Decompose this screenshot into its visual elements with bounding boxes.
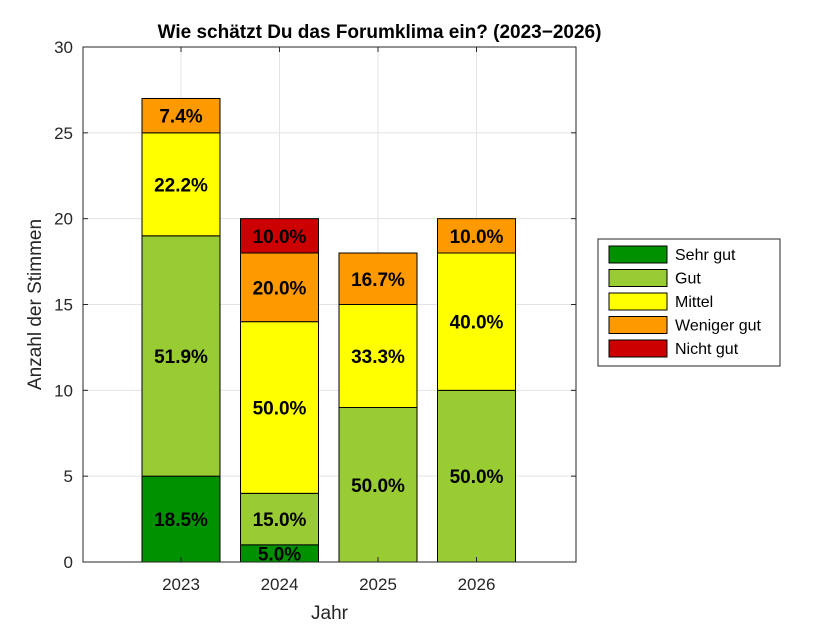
y-tick-label: 5 (64, 467, 73, 486)
data-label: 20.0% (253, 278, 307, 299)
chart-title: Wie schätzt Du das Forumklima ein? (2023… (158, 22, 602, 43)
x-tick-label: 2025 (359, 575, 397, 594)
bar-segment (338, 407, 418, 563)
bar-segment (338, 252, 418, 305)
x-tick-label: 2023 (162, 575, 200, 594)
data-label: 22.2% (154, 175, 208, 196)
bar-segment (437, 218, 516, 254)
legend-swatch (608, 269, 668, 287)
data-label: 50.0% (253, 399, 307, 420)
y-tick-label: 25 (54, 124, 73, 143)
bar-segment (240, 321, 319, 494)
data-label: 18.5% (154, 510, 208, 531)
data-label: 50.0% (450, 467, 504, 488)
data-label: 50.0% (351, 476, 405, 497)
y-tick-label: 10 (54, 381, 73, 400)
data-label: 5.0% (258, 544, 301, 565)
legend-entry: Nicht gut (675, 341, 739, 358)
data-label: 40.0% (450, 313, 504, 334)
legend-entry: Mittel (675, 294, 713, 311)
y-tick-label: 0 (64, 553, 73, 572)
legend-entry: Gut (675, 271, 701, 288)
bar-segment (240, 492, 319, 546)
x-tick-label: 2026 (458, 575, 496, 594)
bar-segment (338, 304, 418, 408)
data-label: 16.7% (351, 270, 405, 291)
data-label: 15.0% (253, 510, 307, 531)
legend: Sehr gut Gut Mittel Weniger gut Nicht gut (597, 238, 781, 367)
data-label: 7.4% (159, 107, 202, 128)
bar-segment (141, 98, 221, 134)
bar-segment (240, 252, 319, 323)
bar-segment (437, 252, 516, 391)
bar-segment (141, 475, 221, 563)
legend-swatch (608, 292, 668, 311)
data-label: 10.0% (450, 227, 504, 248)
y-tick-label: 30 (54, 38, 73, 57)
data-label: 10.0% (253, 227, 307, 248)
legend-swatch (608, 245, 668, 264)
data-label: 51.9% (154, 347, 208, 368)
bar-segment (141, 132, 221, 237)
bar-segment (141, 235, 221, 477)
legend-swatch (608, 316, 668, 334)
data-label: 33.3% (351, 347, 405, 368)
bars: 18.5% 51.9% 22.2% 7.4% 5.0% 15.0% 50.0% 20.0% 10… (141, 98, 516, 565)
bar-segment (437, 389, 516, 563)
y-tick-label: 20 (54, 210, 73, 229)
x-axis-label: Jahr (311, 603, 349, 624)
y-tick-label: 15 (54, 296, 73, 315)
legend-entry: Sehr gut (675, 247, 736, 264)
y-axis-label: Anzahl der Stimmen (25, 219, 46, 390)
x-tick-label: 2024 (261, 575, 299, 594)
legend-entry: Weniger gut (675, 318, 762, 335)
bar-segment (240, 218, 319, 254)
legend-swatch (608, 339, 668, 358)
